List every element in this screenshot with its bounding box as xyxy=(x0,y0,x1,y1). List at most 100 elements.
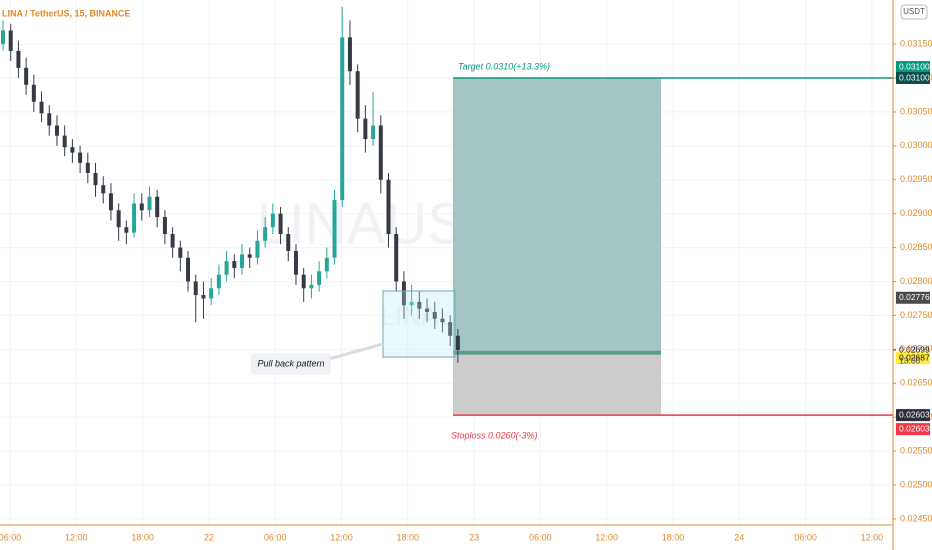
candle-body xyxy=(309,284,314,289)
x-tick-label: 18:00 xyxy=(662,532,685,542)
candle-body xyxy=(31,84,36,102)
candles xyxy=(1,6,460,363)
y-tick-label: 0.02900 xyxy=(900,208,932,218)
candle-body xyxy=(24,67,29,85)
x-tick-label: 22 xyxy=(204,532,214,542)
price-label-box xyxy=(896,423,930,436)
y-tick-label: 0.02550 xyxy=(900,445,932,455)
price-label: 0.02687 xyxy=(899,352,930,362)
y-tick-label: 0.03050 xyxy=(900,106,932,116)
candle-body xyxy=(324,257,329,272)
loss-zone xyxy=(453,354,661,416)
candle-body xyxy=(247,254,252,258)
price-label-box xyxy=(896,72,930,85)
candle-body xyxy=(224,261,229,275)
candle-body xyxy=(240,254,245,268)
y-tick-label: 0.03000 xyxy=(900,140,932,150)
candle-body xyxy=(317,271,322,285)
candle-body xyxy=(124,227,129,233)
target-label: Target 0.0310(+13.3%) xyxy=(458,61,550,71)
candle-body xyxy=(278,213,283,235)
candle-body xyxy=(417,301,422,309)
candle-body xyxy=(108,193,113,211)
candle-body xyxy=(286,234,291,251)
price-label: 0.02776 xyxy=(899,292,930,302)
grid xyxy=(0,0,893,525)
candle-body xyxy=(170,234,175,248)
candle-body xyxy=(301,274,306,289)
candle-body xyxy=(201,295,206,299)
candle-body xyxy=(39,101,44,114)
candle-body xyxy=(93,172,98,186)
x-tick-label: 06:00 xyxy=(264,532,287,542)
price-label: 0.02603 xyxy=(899,409,930,419)
candle-body xyxy=(162,217,167,235)
candle-body xyxy=(186,257,191,282)
candle-body xyxy=(340,37,345,201)
price-label: 0.02603 xyxy=(899,423,930,433)
x-tick-label: 12:00 xyxy=(330,532,353,542)
candle-body xyxy=(425,308,430,313)
candle-body xyxy=(263,227,268,241)
x-tick-label: 18:00 xyxy=(131,532,154,542)
y-tick-label: 0.02700 xyxy=(900,344,932,354)
candle-body xyxy=(293,250,298,275)
currency-button[interactable] xyxy=(900,4,928,20)
candle-body xyxy=(401,281,406,306)
candle-body xyxy=(355,71,360,119)
y-tick-label: 0.02800 xyxy=(900,276,932,286)
candle-body xyxy=(16,50,21,68)
candle-body xyxy=(432,312,437,319)
candle-body xyxy=(440,318,445,323)
candle-body xyxy=(255,240,260,258)
currency-label: USDT xyxy=(903,7,925,16)
y-tick-label: 0.03150 xyxy=(900,38,932,48)
candle-body xyxy=(216,274,221,289)
candle-body xyxy=(455,335,460,350)
candle-body xyxy=(155,196,160,218)
candle-body xyxy=(1,30,5,45)
candle-body xyxy=(270,213,275,228)
chart-title: LINA / TetherUS, 15, BINANCE xyxy=(2,8,131,18)
x-tick-label: 24 xyxy=(734,532,744,542)
profit-zone xyxy=(453,78,661,355)
price-label-box xyxy=(896,61,930,74)
candle-body xyxy=(448,322,453,336)
candle-body xyxy=(232,261,237,268)
x-tick-label: 06:00 xyxy=(0,532,21,542)
stop-label: Stoploss 0.0260(-3%) xyxy=(451,430,538,440)
candle-body xyxy=(371,125,376,140)
y-tick-label: 0.02750 xyxy=(900,310,932,320)
price-label: 0.03100 xyxy=(899,61,930,71)
callout-pointer xyxy=(324,342,384,362)
candle-body xyxy=(193,281,198,296)
x-tick-label: 06:00 xyxy=(794,532,817,542)
price-label-box xyxy=(896,409,930,422)
axes: 0.024500.025000.025500.026000.026500.027… xyxy=(0,38,932,542)
x-tick-label: 18:00 xyxy=(397,532,420,542)
candle-body xyxy=(394,234,399,282)
candle-body xyxy=(8,30,13,51)
candle-body xyxy=(409,301,414,306)
candle-body xyxy=(178,247,183,258)
price-label-box xyxy=(896,291,930,304)
x-tick-label: 12:00 xyxy=(861,532,884,542)
candle-body xyxy=(139,203,144,211)
x-tick-label: 06:00 xyxy=(529,532,552,542)
y-tick-label: 0.02450 xyxy=(900,513,932,523)
candle-body xyxy=(70,147,75,153)
candle-body xyxy=(147,196,152,211)
candle-body xyxy=(132,203,137,233)
x-tick-label: 23 xyxy=(469,532,479,542)
candle-body xyxy=(101,185,106,194)
y-tick-label: 0.02850 xyxy=(900,242,932,252)
y-tick-label: 0.02500 xyxy=(900,479,932,489)
candle-body xyxy=(78,152,83,163)
x-tick-label: 12:00 xyxy=(595,532,618,542)
annotation: Pull back pattern xyxy=(257,358,324,368)
y-tick-label: 0.02950 xyxy=(900,174,932,184)
candle-body xyxy=(116,210,121,228)
callout-box xyxy=(251,353,331,375)
x-tick-label: 12:00 xyxy=(65,532,88,542)
